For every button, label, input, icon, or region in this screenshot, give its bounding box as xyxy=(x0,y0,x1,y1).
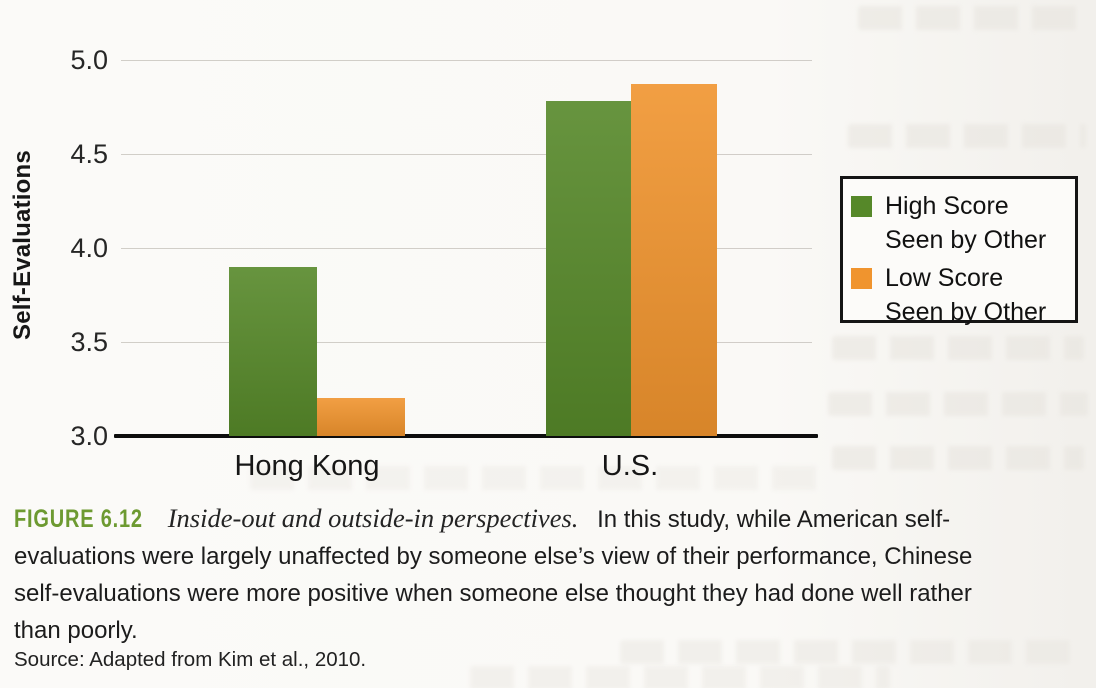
legend-label-line: Seen by Other xyxy=(885,298,1047,326)
high-score-swatch-icon xyxy=(851,196,872,217)
legend-entry-low-score: Low Score Seen by Other xyxy=(851,261,1075,329)
bar-hong-kong-high-score xyxy=(229,266,317,436)
legend-label-high-score: High Score Seen by Other xyxy=(885,189,1046,257)
x-axis-line xyxy=(114,434,818,438)
chart-legend: High Score Seen by Other Low Score Seen … xyxy=(840,176,1078,326)
legend-entry-high-score: High Score Seen by Other xyxy=(851,189,1075,257)
caption-line-1: FIGURE 6.12 Inside-out and outside-in pe… xyxy=(14,500,1088,538)
figure-title: Inside-out and outside-in perspectives. xyxy=(167,503,579,533)
source-note: Source: Adapted from Kim et al., 2010. xyxy=(14,648,367,671)
figure-number: FIGURE 6.12 xyxy=(14,505,143,533)
legend-label-line: Seen by Other xyxy=(885,226,1047,254)
y-tick-label-3.0: 3.0 xyxy=(70,421,108,451)
y-axis-title: Self-Evaluations xyxy=(9,150,36,341)
gridline-5.0 xyxy=(121,60,812,61)
caption-line-4: than poorly. xyxy=(14,617,138,644)
figure-caption: FIGURE 6.12 Inside-out and outside-in pe… xyxy=(14,500,1088,649)
y-tick-label-3.5: 3.5 xyxy=(70,327,108,357)
bar-hong-kong-low-score xyxy=(317,398,405,436)
caption-line-2: evaluations were largely unaffected by s… xyxy=(14,543,973,570)
y-tick-label-4.0: 4.0 xyxy=(70,233,108,263)
x-category-label-us: U.S. xyxy=(601,450,659,482)
gridline-3.5 xyxy=(121,342,812,343)
legend-label-line: Low Score xyxy=(885,264,1004,292)
y-tick-label-5.0: 5.0 xyxy=(70,45,108,75)
y-tick-label-4.5: 4.5 xyxy=(70,139,108,169)
gridline-4.5 xyxy=(121,154,812,155)
x-category-label-hong-kong: Hong Kong xyxy=(234,450,380,482)
bar-u-s-high-score xyxy=(546,101,632,436)
legend-label-low-score: Low Score Seen by Other xyxy=(885,261,1046,329)
legend-label-line: High Score xyxy=(885,192,1009,220)
caption-line-3: self-evaluations were more positive when… xyxy=(14,580,972,607)
bar-u-s-low-score xyxy=(631,84,717,436)
low-score-swatch-icon xyxy=(851,268,872,289)
caption-text: In this study, while American self- xyxy=(597,506,951,533)
gridline-4.0 xyxy=(121,248,812,249)
